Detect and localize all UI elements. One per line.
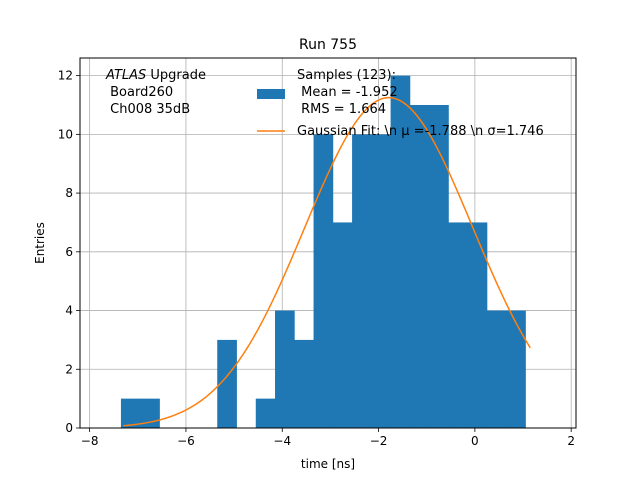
y-tick-label: 6 xyxy=(65,245,73,259)
legend-samples-line-1: Samples (123): xyxy=(297,68,396,83)
x-tick-label: −4 xyxy=(273,434,291,448)
histogram-bar xyxy=(217,339,237,428)
histogram-bar xyxy=(352,134,372,428)
histogram-bars xyxy=(120,75,526,428)
histogram-bar xyxy=(371,134,392,428)
histogram-bar xyxy=(120,398,141,428)
histogram-bar xyxy=(409,104,430,428)
y-tick-label: 0 xyxy=(65,421,73,435)
histogram-bar xyxy=(390,75,411,428)
y-tick-label: 12 xyxy=(58,69,73,83)
legend: Samples (123): Mean = -1.952 RMS = 1.664… xyxy=(257,68,544,139)
annotation-italic: ATLAS xyxy=(105,68,146,83)
x-axis-label: time [ns] xyxy=(301,457,355,471)
x-tick-label: 2 xyxy=(567,434,575,448)
plot-frame xyxy=(79,57,577,429)
atlas-annotation: ATLAS Upgrade Board260 Ch008 35dB xyxy=(105,68,206,117)
axis-ticks: −8 −6 −4 −2 0 2 0 2 4 6 8 10 12 xyxy=(58,69,575,448)
legend-samples-line-2: Mean = -1.952 xyxy=(297,85,398,100)
histogram-bar xyxy=(313,134,334,428)
annotation-rest: Upgrade xyxy=(146,68,206,83)
y-tick-label: 2 xyxy=(65,362,73,376)
histogram-bar xyxy=(506,310,526,428)
y-axis-label: Entries xyxy=(33,222,47,264)
histogram-bar xyxy=(275,310,295,428)
histogram-bar xyxy=(467,222,488,428)
histogram-bar xyxy=(486,310,507,428)
x-tick-label: −6 xyxy=(177,434,195,448)
x-tick-label: −2 xyxy=(370,434,388,448)
legend-fit-label: Gaussian Fit: \n μ =-1.788 \n σ=1.746 xyxy=(297,124,544,139)
annotation-line-2: Board260 xyxy=(106,85,173,100)
y-tick-label: 4 xyxy=(65,304,73,318)
histogram-bar xyxy=(429,104,449,428)
legend-samples-line-3: RMS = 1.664 xyxy=(297,102,386,117)
x-tick-label: −8 xyxy=(81,434,99,448)
gaussian-fit-curve xyxy=(123,96,531,427)
y-tick-label: 10 xyxy=(58,127,73,141)
chart-title: Run 755 xyxy=(299,37,357,53)
legend-samples-swatch xyxy=(257,89,285,99)
annotation-line-3: Ch008 35dB xyxy=(106,102,190,117)
y-tick-label: 8 xyxy=(65,186,73,200)
histogram-bar xyxy=(332,222,353,428)
x-tick-label: 0 xyxy=(471,434,479,448)
histogram-bar xyxy=(255,398,276,428)
annotation-line-1: ATLAS Upgrade xyxy=(105,68,206,83)
histogram-bar xyxy=(294,339,314,428)
histogram-bar xyxy=(448,222,469,428)
